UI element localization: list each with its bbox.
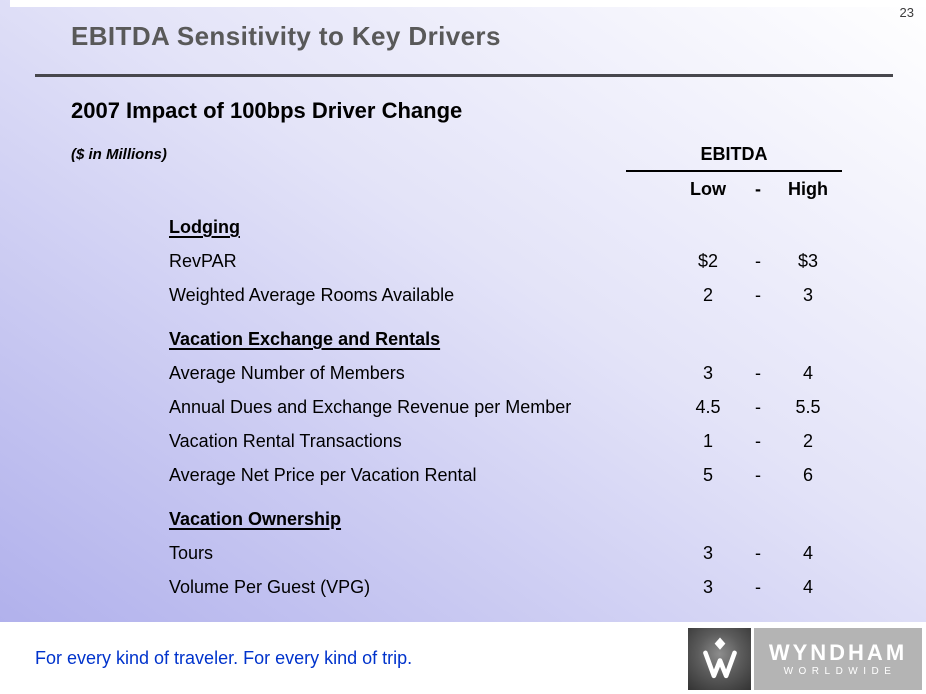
wyndham-logo-mark [688, 628, 751, 690]
row-value-low: 1 [702, 431, 713, 451]
section-header: Vacation Ownership [169, 509, 342, 529]
logo-brand-text: WYNDHAM [768, 639, 908, 665]
slide-subtitle: 2007 Impact of 100bps Driver Change [71, 98, 463, 123]
row-value-separator: - [755, 465, 761, 485]
table-row: Annual Dues and Exchange Revenue per Mem… [169, 390, 840, 424]
row-value-high: 4 [802, 543, 813, 563]
table-section: Vacation Ownership Tours 3-4 Volume Per Gue… [169, 502, 840, 604]
row-label: Tours [169, 543, 214, 563]
row-label: Vacation Rental Transactions [169, 431, 402, 451]
column-header-low: Low [690, 179, 726, 199]
row-value-low: 3 [702, 363, 713, 383]
row-value-high: 3 [802, 285, 813, 305]
row-value-separator: - [755, 285, 761, 305]
table-column-headers: Low - High [676, 179, 840, 200]
row-label: Average Number of Members [169, 363, 405, 383]
slide-title: EBITDA Sensitivity to Key Drivers [71, 21, 501, 51]
table-row: Average Number of Members 3 - 4 [169, 356, 840, 390]
row-value-low: 2 [702, 285, 713, 305]
row-value-separator: - [755, 577, 761, 597]
row-value-separator: - [755, 543, 761, 563]
wyndham-logo-text-panel: WYNDHAM WORLDWIDE [754, 628, 922, 690]
wyndham-w-icon [702, 637, 737, 679]
footer-tagline: For every kind of traveler. For every ki… [35, 648, 413, 668]
row-value-high: 6 [802, 465, 813, 485]
table-row: Weighted Average Rooms Available 2 - 3 [169, 278, 840, 312]
table-row: Volume Per Guest (VPG) 3 - 4 [169, 570, 840, 604]
row-label: Volume Per Guest (VPG) [169, 577, 371, 597]
page-number: 23 [899, 5, 914, 20]
row-value-separator: - [755, 363, 761, 383]
section-header: Lodging [169, 217, 240, 237]
row-value-high: 2 [802, 431, 813, 451]
row-value-high: 4 [802, 577, 813, 597]
section-header: Vacation Exchange and Rentals [169, 329, 441, 349]
wyndham-worldwide-logo: WYNDHAM WORLDWIDE [688, 628, 922, 690]
table-row: Vacation Rental Transactions 1 - 2 [169, 424, 840, 458]
row-value-separator: - [755, 397, 761, 417]
row-label: Annual Dues and Exchange Revenue per Mem… [169, 397, 572, 417]
top-white-band [10, 0, 926, 7]
table-row: Tours 3 - 4 [169, 536, 840, 570]
table-section: Lodging RevPAR $2 - $3 Weighted Average Rooms… [169, 210, 840, 312]
logo-sub-text: WORLDWIDE [783, 665, 897, 677]
table-group-header: EBITDA [626, 144, 842, 172]
row-value-low: 4.5 [695, 397, 721, 417]
row-value-high: 5.5 [795, 397, 821, 417]
units-note: ($ in Millions) [71, 146, 167, 163]
row-value-low: 3 [702, 543, 713, 563]
table-row: RevPAR $2 - $3 [169, 244, 840, 278]
row-value-separator: - [755, 431, 761, 451]
table-row: Average Net Price per Vacation Rental 5 - 6 [169, 458, 840, 492]
row-value-low: 5 [702, 465, 713, 485]
column-header-high: High [788, 179, 828, 199]
title-rule [35, 74, 893, 77]
row-value-separator: - [755, 251, 761, 271]
column-header-separator: - [755, 179, 761, 199]
slide-background [0, 0, 926, 622]
row-value-low: $2 [697, 251, 719, 271]
row-value-high: $3 [797, 251, 819, 271]
row-label: Average Net Price per Vacation Rental [169, 465, 477, 485]
row-value-low: 3 [702, 577, 713, 597]
row-label: RevPAR [169, 251, 237, 271]
drivers-table: Lodging RevPAR $2 - $3 Weighted Average Rooms… [169, 210, 840, 614]
table-section: Vacation Exchange and Rentals Average Num… [169, 322, 840, 492]
row-value-high: 4 [802, 363, 813, 383]
row-label: Weighted Average Rooms Available [169, 285, 455, 305]
